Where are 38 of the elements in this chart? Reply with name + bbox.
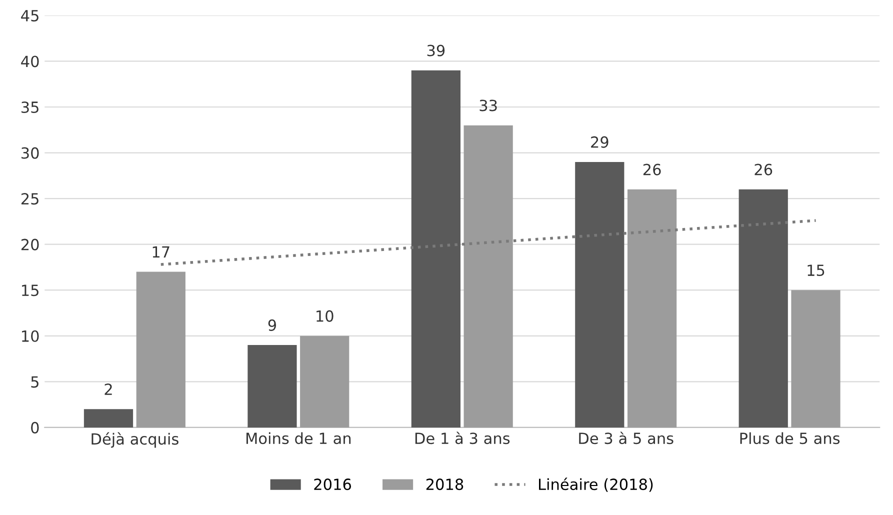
data-label: 15 xyxy=(808,264,824,276)
data-label: 26 xyxy=(643,164,661,176)
legend-label: 2018 xyxy=(426,478,464,490)
legend-label: Linéaire (2018) xyxy=(539,478,653,492)
y-tick-label: 5 xyxy=(31,376,38,388)
y-tick-label: 10 xyxy=(22,330,39,342)
bar xyxy=(627,189,677,428)
y-tick-label: 25 xyxy=(21,193,38,205)
x-tick-label: Plus de 5 ans xyxy=(740,432,840,444)
data-label: 29 xyxy=(591,136,608,148)
bar xyxy=(738,189,788,428)
bar xyxy=(84,409,134,428)
bar xyxy=(300,336,350,428)
y-tick-label: 40 xyxy=(21,56,39,68)
x-tick-label: De 1 à 3 ans xyxy=(415,432,510,444)
bar xyxy=(791,290,840,428)
data-label: 26 xyxy=(754,164,772,176)
x-tick-label: Moins de 1 an xyxy=(246,432,351,444)
y-tick-label: 45 xyxy=(21,10,38,22)
y-tick-label: 30 xyxy=(22,147,39,159)
bar xyxy=(411,70,460,428)
data-label: 10 xyxy=(316,310,334,322)
y-tick-label: 20 xyxy=(21,238,39,250)
data-label: 2 xyxy=(104,384,112,395)
y-tick-label: 0 xyxy=(31,422,39,434)
data-label: 33 xyxy=(480,100,497,112)
bar xyxy=(575,162,624,428)
data-label: 9 xyxy=(268,319,276,331)
x-tick-label: De 3 à 5 ans xyxy=(579,432,674,444)
bar xyxy=(248,345,297,428)
bar xyxy=(464,125,513,428)
y-tick-label: 15 xyxy=(22,284,38,296)
data-label: 39 xyxy=(427,44,445,56)
x-tick-label: Déjà acquis xyxy=(92,432,178,448)
data-label: 17 xyxy=(152,246,170,258)
legend-label: 2016 xyxy=(314,478,351,490)
y-tick-label: 35 xyxy=(22,101,38,114)
bar xyxy=(136,272,186,428)
